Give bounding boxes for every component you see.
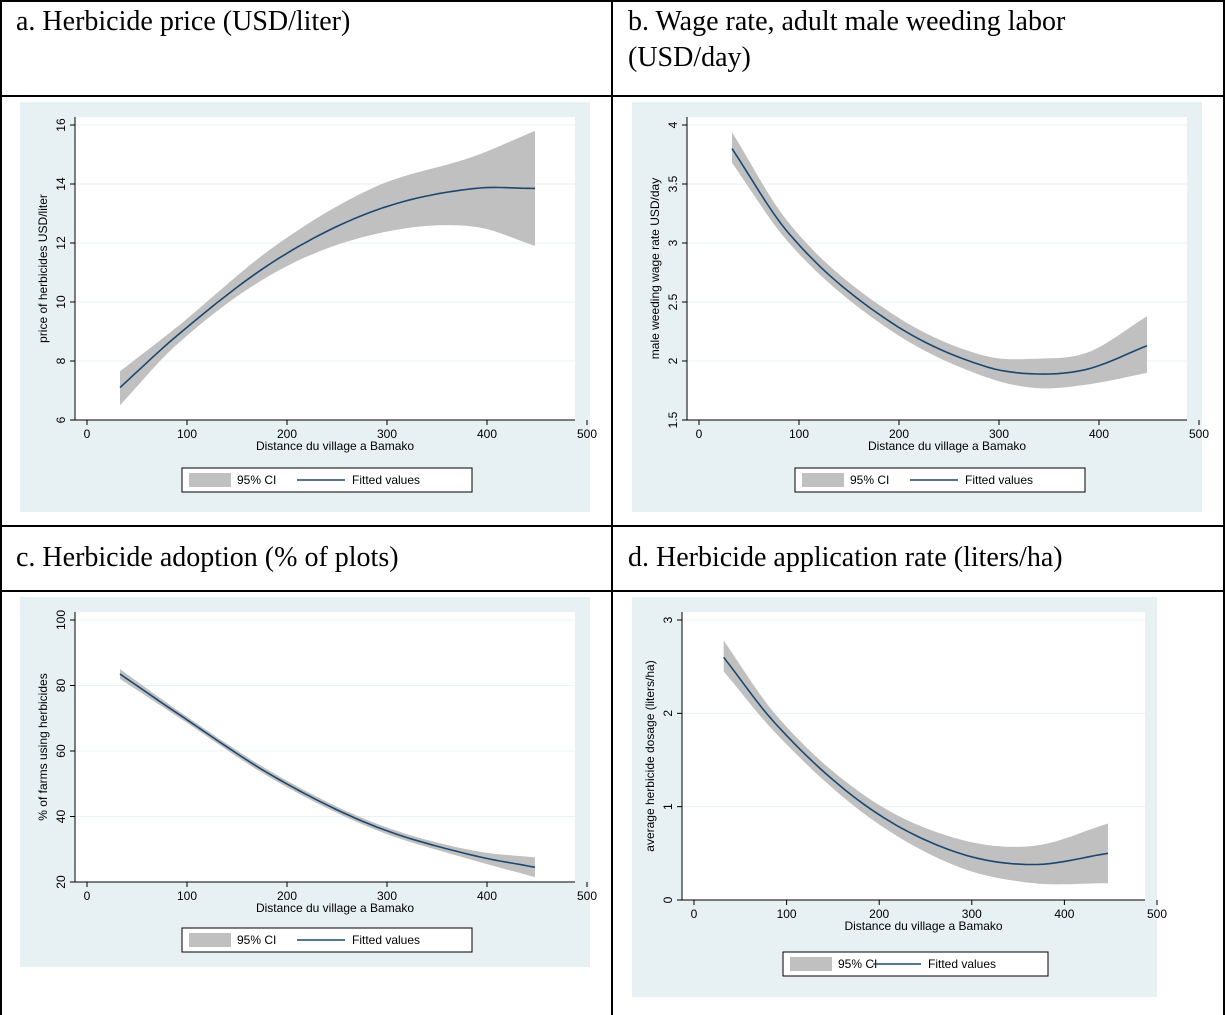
x-tick-label-b: 100 [789, 427, 809, 441]
y-tick-label-d: 3 [661, 616, 675, 623]
table-divider-1 [0, 95, 1225, 97]
x-tick-label-c: 0 [84, 889, 91, 903]
x-tick-label-d: 0 [691, 907, 698, 921]
legend-label-ci-d: 95% CI [838, 957, 877, 971]
y-tick-label-c: 40 [54, 810, 68, 824]
ci-band-a [120, 130, 535, 406]
x-tick-label-b: 400 [1089, 427, 1109, 441]
table-border-top [0, 0, 1225, 2]
y-tick-label-b: 2.5 [666, 293, 680, 310]
x-axis-title-b: Distance du village a Bamako [868, 439, 1026, 453]
x-tick-label-c: 100 [177, 889, 197, 903]
legend-label-fitted-b: Fitted values [965, 473, 1033, 487]
panel-b-title: b. Wage rate, adult male weeding labor (… [628, 6, 1066, 73]
x-tick-label-d: 300 [962, 907, 982, 921]
legend-label-fitted-c: Fitted values [352, 933, 420, 947]
y-tick-label-d: 1 [661, 803, 675, 810]
fitted-line-c [119, 673, 536, 869]
legend-swatch-ci-b [802, 473, 844, 487]
x-tick-label-c: 200 [277, 889, 297, 903]
y-tick-label-b: 3 [666, 239, 680, 246]
legend-swatch-ci-c [189, 933, 231, 947]
x-tick-label-a: 100 [177, 427, 197, 441]
y-tick-label-b: 4 [666, 121, 680, 128]
ci-band-c [120, 669, 535, 878]
y-tick-label-c: 80 [54, 679, 68, 693]
x-tick-label-a: 0 [84, 427, 91, 441]
panel-d-title: d. Herbicide application rate (liters/ha… [628, 542, 1063, 573]
x-axis-title-a: Distance du village a Bamako [256, 439, 414, 453]
fitted-line-d [723, 656, 1109, 866]
legend-label-ci-b: 95% CI [850, 473, 889, 487]
x-tick-label-b: 300 [989, 427, 1009, 441]
y-tick-label-a: 8 [54, 357, 68, 364]
x-tick-label-c: 500 [577, 889, 597, 903]
y-tick-label-b: 2 [666, 357, 680, 364]
x-tick-label-b: 200 [889, 427, 909, 441]
y-tick-label-b: 1.5 [666, 411, 680, 428]
x-tick-label-b: 0 [696, 427, 703, 441]
y-tick-label-c: 100 [54, 610, 68, 630]
y-tick-label-a: 10 [54, 295, 68, 309]
y-axis-title-c: % of farms using herbicides [36, 673, 50, 820]
y-axis-title-a: price of herbicides USD/liter [36, 194, 50, 343]
y-tick-label-b: 3.5 [666, 175, 680, 192]
y-tick-label-d: 2 [661, 710, 675, 717]
legend-label-ci-c: 95% CI [237, 933, 276, 947]
plot-area-c [75, 612, 575, 882]
x-tick-label-b: 500 [1189, 427, 1209, 441]
y-tick-label-c: 20 [54, 875, 68, 889]
panel-c-title: c. Herbicide adoption (% of plots) [16, 542, 399, 573]
table-border-right [1223, 0, 1225, 1015]
table-border-left [0, 0, 2, 1015]
x-tick-label-c: 400 [477, 889, 497, 903]
legend-swatch-ci-a [189, 473, 231, 487]
y-tick-label-a: 12 [54, 236, 68, 250]
legend-label-fitted-d: Fitted values [928, 957, 996, 971]
table-divider-2 [0, 525, 1225, 527]
table-divider-3 [0, 590, 1225, 592]
x-tick-label-a: 300 [377, 427, 397, 441]
x-tick-label-d: 500 [1147, 907, 1167, 921]
legend-label-ci-a: 95% CI [237, 473, 276, 487]
y-tick-label-c: 60 [54, 744, 68, 758]
x-tick-label-a: 200 [277, 427, 297, 441]
y-axis-title-b: male weeding wage rate USD/day [648, 178, 662, 359]
legend-label-fitted-a: Fitted values [352, 473, 420, 487]
table-divider-vertical [611, 0, 613, 1015]
fitted-line-a [119, 186, 536, 389]
x-tick-label-c: 300 [377, 889, 397, 903]
x-tick-label-d: 100 [777, 907, 797, 921]
x-axis-title-c: Distance du village a Bamako [256, 901, 414, 915]
x-tick-label-a: 500 [577, 427, 597, 441]
y-tick-label-d: 0 [661, 896, 675, 903]
x-tick-label-a: 400 [477, 427, 497, 441]
y-tick-label-a: 16 [54, 118, 68, 132]
y-tick-label-a: 6 [54, 416, 68, 423]
x-tick-label-d: 200 [869, 907, 889, 921]
fitted-line-b [731, 148, 1148, 375]
y-axis-title-d: average herbicide dosage (liters/ha) [643, 660, 657, 851]
panel-a-title: a. Herbicide price (USD/liter) [16, 6, 351, 37]
x-tick-label-d: 400 [1054, 907, 1074, 921]
x-axis-title-d: Distance du village a Bamako [844, 919, 1002, 933]
legend-swatch-ci-d [790, 957, 832, 971]
y-tick-label-a: 14 [54, 177, 68, 191]
